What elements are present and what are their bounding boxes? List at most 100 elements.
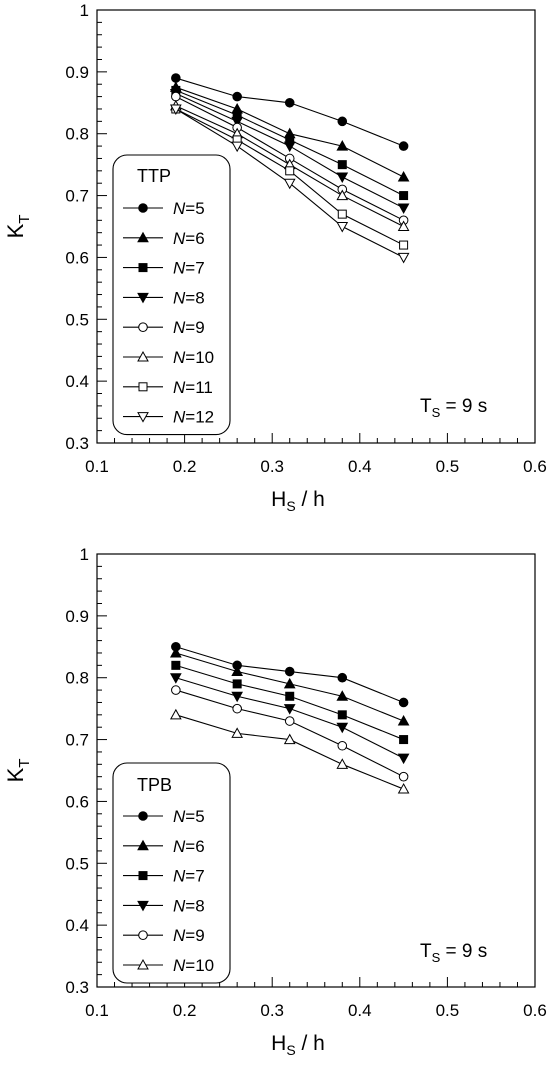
data-point bbox=[283, 141, 296, 153]
data-point bbox=[232, 703, 242, 714]
y-axis-label: KT bbox=[3, 215, 33, 239]
legend-entry: N=10 bbox=[123, 348, 214, 367]
data-point bbox=[336, 758, 349, 769]
data-point bbox=[285, 691, 295, 701]
y-tick-label: 0.4 bbox=[65, 916, 89, 935]
legend-entry: N=8 bbox=[123, 896, 205, 915]
series-N-12 bbox=[169, 104, 410, 264]
series-N-8 bbox=[169, 673, 410, 765]
y-tick-label: 0.9 bbox=[65, 607, 89, 626]
data-point bbox=[232, 679, 242, 689]
y-tick-label: 0.6 bbox=[65, 248, 89, 267]
data-point bbox=[397, 753, 410, 765]
data-point bbox=[171, 685, 181, 695]
data-point bbox=[337, 116, 348, 127]
legend-label: N=10 bbox=[173, 956, 214, 975]
data-point bbox=[336, 690, 349, 701]
x-tick-label: 0.4 bbox=[348, 457, 372, 476]
series-N-6 bbox=[169, 646, 410, 726]
data-point bbox=[397, 714, 410, 726]
y-tick-label: 0.5 bbox=[65, 310, 89, 329]
data-point bbox=[397, 252, 410, 264]
data-point bbox=[284, 97, 295, 108]
legend-marker bbox=[138, 263, 148, 273]
x-tick-label: 0.6 bbox=[523, 1001, 547, 1020]
legend-marker bbox=[137, 900, 149, 912]
data-point bbox=[336, 140, 349, 151]
data-point bbox=[337, 740, 348, 751]
series-N-5 bbox=[171, 73, 409, 151]
legend-box bbox=[112, 154, 231, 436]
data-point bbox=[171, 73, 181, 83]
legend-entry: N=11 bbox=[123, 378, 213, 397]
legend-box bbox=[112, 762, 231, 984]
legend-label: N=7 bbox=[173, 867, 205, 886]
data-point bbox=[231, 116, 244, 128]
legend-entry: N=8 bbox=[123, 288, 205, 307]
period-annotation: TS = 9 s bbox=[420, 941, 487, 965]
data-point bbox=[169, 673, 182, 684]
legend-entry: N=6 bbox=[123, 837, 205, 856]
y-tick-label: 0.5 bbox=[65, 854, 89, 873]
legend-entry: N=5 bbox=[123, 807, 205, 826]
data-point bbox=[231, 141, 244, 153]
series-N-8 bbox=[169, 89, 410, 214]
data-point bbox=[336, 189, 349, 201]
legend-marker bbox=[137, 958, 149, 970]
data-point bbox=[232, 91, 242, 102]
x-tick-label: 0.1 bbox=[85, 457, 109, 476]
y-tick-label: 0.9 bbox=[65, 63, 89, 82]
legend-marker bbox=[138, 382, 148, 392]
chart-panel-1: 0.3 0.4 0.5 0.6 0.7 0.8 0.9 1 0.1 0.2 0.3 0.4 0.5 0.6… bbox=[3, 1, 547, 514]
series-N-9 bbox=[171, 685, 409, 782]
legend-label: N=6 bbox=[173, 229, 205, 248]
data-point bbox=[169, 646, 182, 658]
data-point bbox=[399, 735, 409, 745]
legend-entry: N=12 bbox=[123, 408, 214, 427]
y-tick-label: 0.8 bbox=[65, 125, 89, 144]
legend-label: N=9 bbox=[173, 926, 205, 945]
legend-label: N=5 bbox=[173, 807, 205, 826]
data-point bbox=[283, 178, 296, 190]
data-point bbox=[399, 191, 409, 201]
legend-entry: N=9 bbox=[123, 318, 205, 337]
legend-label: N=5 bbox=[173, 199, 205, 218]
data-point bbox=[171, 660, 181, 670]
y-tick-label: 0.8 bbox=[65, 669, 89, 688]
legend-marker bbox=[137, 839, 149, 851]
data-point bbox=[336, 222, 349, 233]
data-point bbox=[283, 733, 296, 745]
data-point bbox=[397, 203, 410, 214]
series-N-11 bbox=[171, 104, 409, 250]
y-tick-label: 0.6 bbox=[65, 792, 89, 811]
x-tick-label: 0.6 bbox=[523, 457, 547, 476]
legend-label: N=8 bbox=[173, 288, 205, 307]
data-point bbox=[231, 727, 244, 738]
legend-marker bbox=[138, 203, 148, 213]
data-point bbox=[283, 677, 296, 689]
legend-entry: N=6 bbox=[123, 229, 205, 248]
legend-label: N=8 bbox=[173, 896, 205, 915]
series-N-7 bbox=[171, 660, 409, 745]
data-point bbox=[337, 672, 348, 683]
plot-frame bbox=[96, 9, 536, 444]
data-point bbox=[397, 220, 410, 231]
legend-label: N=7 bbox=[173, 259, 205, 278]
legend-marker bbox=[137, 350, 149, 362]
data-point bbox=[285, 166, 295, 176]
y-tick-label: 0.3 bbox=[65, 978, 89, 997]
data-point bbox=[171, 91, 181, 102]
legend-marker bbox=[137, 412, 149, 423]
legend-title: TPB bbox=[137, 775, 172, 795]
legend-entry: N=7 bbox=[123, 867, 205, 886]
legend-entry: N=10 bbox=[123, 956, 214, 975]
data-point bbox=[169, 104, 182, 116]
data-point bbox=[397, 783, 410, 794]
data-point bbox=[283, 704, 296, 715]
data-point bbox=[336, 722, 349, 734]
legend-marker bbox=[138, 322, 148, 333]
y-tick-label: 0.3 bbox=[65, 434, 89, 453]
data-point bbox=[231, 665, 244, 677]
